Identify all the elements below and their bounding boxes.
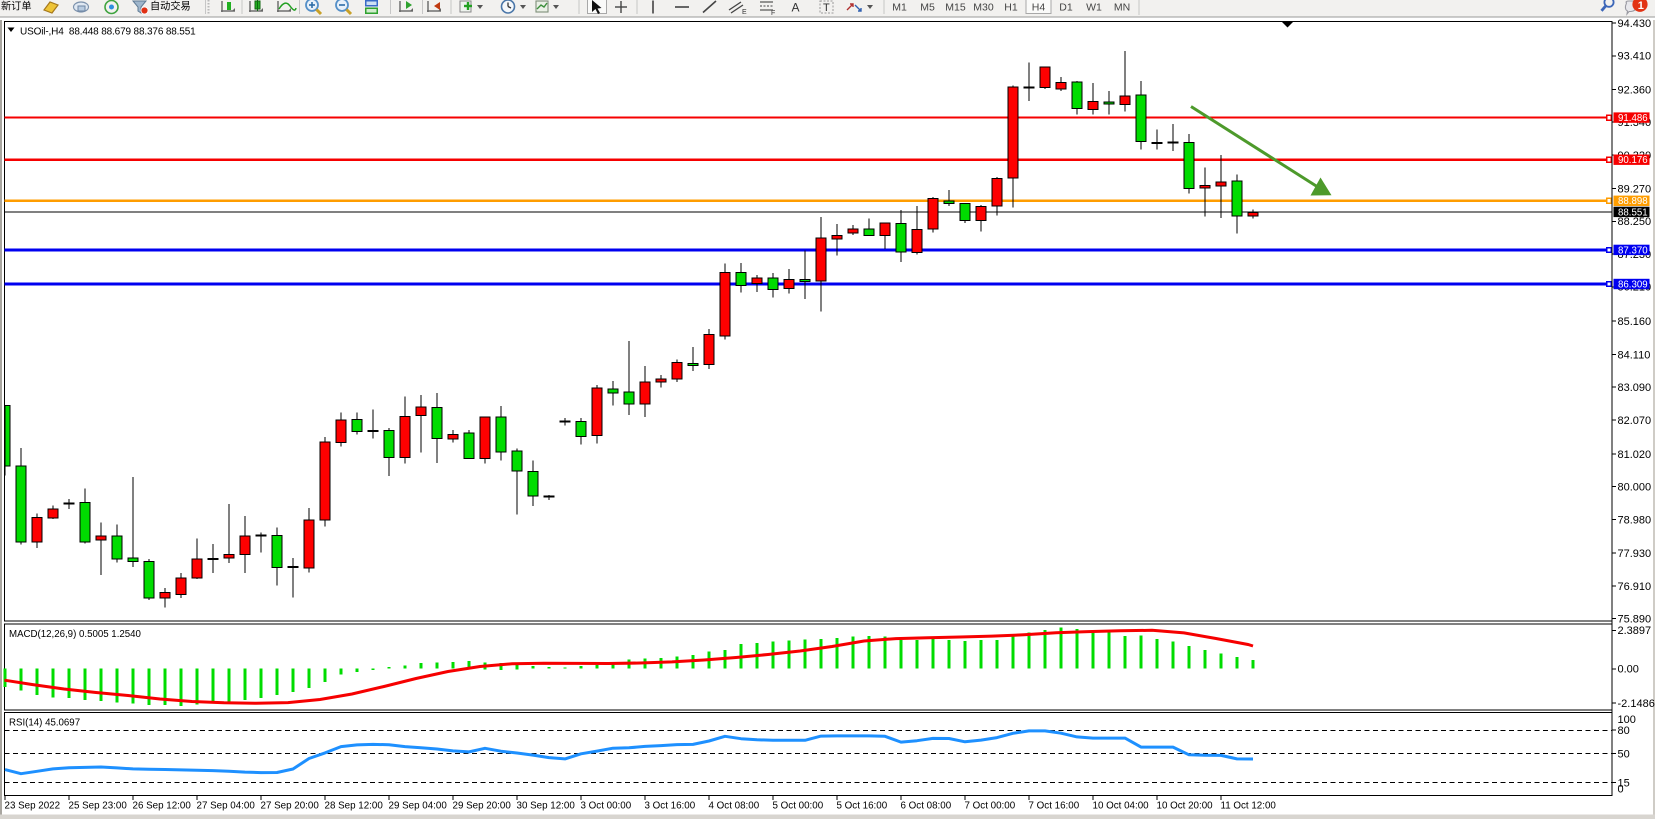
svg-text:84.110: 84.110 [1618,349,1651,361]
svg-text:87.370: 87.370 [1618,245,1648,256]
svg-text:新订单: 新订单 [1,0,32,13]
svg-text:H1: H1 [1004,1,1018,13]
svg-text:MN: MN [1114,1,1130,13]
svg-text:85.160: 85.160 [1618,316,1652,328]
svg-text:4 Oct 08:00: 4 Oct 08:00 [709,801,760,812]
svg-text:93.410: 93.410 [1618,51,1652,63]
svg-text:10 Oct 04:00: 10 Oct 04:00 [1093,801,1150,812]
svg-text:D1: D1 [1059,1,1073,13]
svg-text:77.930: 77.930 [1618,548,1652,560]
svg-text:91.486: 91.486 [1618,113,1648,124]
svg-text:MACD(12,26,9) 0.5005 1.2540: MACD(12,26,9) 0.5005 1.2540 [9,629,142,640]
svg-text:28 Sep 12:00: 28 Sep 12:00 [325,801,384,812]
svg-text:27 Sep 04:00: 27 Sep 04:00 [197,801,256,812]
svg-text:7 Oct 16:00: 7 Oct 16:00 [1029,801,1080,812]
svg-text:26 Sep 12:00: 26 Sep 12:00 [133,801,192,812]
svg-text:92.360: 92.360 [1618,84,1652,96]
svg-text:88.250: 88.250 [1618,216,1652,228]
svg-text:29 Sep 04:00: 29 Sep 04:00 [389,801,448,812]
svg-text:94.430: 94.430 [1618,18,1652,30]
svg-text:RSI(14) 45.0697: RSI(14) 45.0697 [9,717,80,728]
svg-text:2.3897: 2.3897 [1618,625,1652,637]
svg-text:27 Sep 20:00: 27 Sep 20:00 [261,801,320,812]
svg-text:-2.1486: -2.1486 [1618,698,1655,710]
svg-text:88.898: 88.898 [1618,196,1648,207]
svg-text:5 Oct 00:00: 5 Oct 00:00 [773,801,824,812]
svg-text:88.551: 88.551 [1618,207,1648,218]
svg-text:F: F [771,10,775,17]
svg-text:T: T [823,2,830,14]
svg-text:M1: M1 [892,1,907,13]
svg-text:80: 80 [1618,725,1630,737]
svg-text:1: 1 [1638,0,1644,12]
svg-text:78.980: 78.980 [1618,514,1652,526]
svg-text:0: 0 [1618,784,1624,796]
svg-text:W1: W1 [1086,1,1102,13]
svg-text:3 Oct 16:00: 3 Oct 16:00 [645,801,696,812]
svg-text:7 Oct 00:00: 7 Oct 00:00 [965,801,1016,812]
svg-text:30 Sep 12:00: 30 Sep 12:00 [517,801,576,812]
svg-text:5 Oct 16:00: 5 Oct 16:00 [837,801,888,812]
svg-text:86.309: 86.309 [1618,279,1648,290]
svg-text:11 Oct 12:00: 11 Oct 12:00 [1221,801,1277,812]
svg-text:自动交易: 自动交易 [150,0,191,13]
svg-text:15: 15 [1618,778,1630,790]
svg-text:83.090: 83.090 [1618,382,1652,394]
svg-text:50: 50 [1618,749,1630,761]
svg-text:23 Sep 2022: 23 Sep 2022 [5,801,61,812]
svg-text:E: E [742,9,747,16]
svg-text:M15: M15 [945,1,966,13]
svg-text:H4: H4 [1032,1,1046,13]
svg-text:M5: M5 [920,1,935,13]
svg-text:0.00: 0.00 [1618,664,1639,676]
svg-text:90.176: 90.176 [1618,155,1648,166]
svg-text:100: 100 [1618,714,1636,726]
svg-text:M30: M30 [973,1,994,13]
svg-text:29 Sep 20:00: 29 Sep 20:00 [453,801,512,812]
svg-text:89.270: 89.270 [1618,184,1652,196]
svg-text:3 Oct 00:00: 3 Oct 00:00 [581,801,632,812]
svg-text:75.890: 75.890 [1618,614,1652,626]
svg-text:82.070: 82.070 [1618,415,1652,427]
svg-text:10 Oct 20:00: 10 Oct 20:00 [1157,801,1214,812]
svg-text:USOil-,H4 88.448 88.679 88.37: USOil-,H4 88.448 88.679 88.376 88.551 [20,26,196,37]
svg-text:81.020: 81.020 [1618,449,1652,461]
svg-text:25 Sep 23:00: 25 Sep 23:00 [69,801,128,812]
svg-text:80.000: 80.000 [1618,482,1652,494]
svg-text:76.910: 76.910 [1618,581,1652,593]
svg-text:6 Oct 08:00: 6 Oct 08:00 [901,801,952,812]
svg-text:A: A [792,1,800,15]
